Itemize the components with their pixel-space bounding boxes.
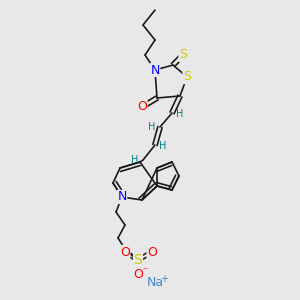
Text: N: N: [150, 64, 160, 76]
Text: S: S: [179, 49, 187, 62]
Text: O: O: [120, 245, 130, 259]
Text: N: N: [117, 190, 127, 203]
Text: O: O: [147, 245, 157, 259]
Text: S: S: [183, 70, 191, 83]
Text: H: H: [176, 109, 184, 119]
Text: +: +: [160, 274, 168, 284]
Text: O: O: [137, 100, 147, 113]
Text: H: H: [159, 141, 167, 151]
Text: Na: Na: [146, 275, 164, 289]
Text: S: S: [134, 253, 142, 267]
Text: H: H: [148, 122, 156, 132]
Text: H: H: [131, 155, 139, 165]
Text: O: O: [133, 268, 143, 281]
Text: ⁻: ⁻: [142, 266, 148, 276]
